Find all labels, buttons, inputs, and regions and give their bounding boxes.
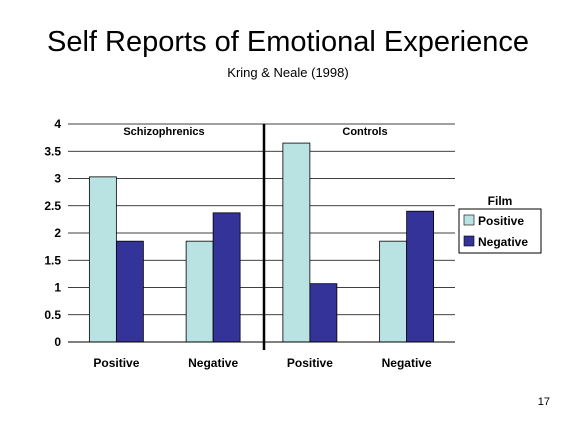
legend-title: Film: [488, 194, 513, 208]
legend: Film Positive Negative: [458, 194, 542, 254]
y-tick-label: 3: [54, 172, 61, 186]
bar-negative-4: [406, 210, 435, 343]
x-tick-label: Negative: [188, 356, 238, 370]
y-tick-labels: 0 0.5 1 1.5 2 2.5 3 3.5 4: [44, 117, 61, 349]
bar-positive-4: [379, 240, 408, 343]
y-tick-label: 0: [54, 335, 61, 349]
bar-positive-3: [282, 142, 311, 343]
slide-title: Self Reports of Emotional Experience: [47, 26, 529, 58]
x-tick-labels: Positive Negative Positive Negative: [93, 356, 432, 370]
slide-number: 17: [537, 396, 550, 408]
slide-subtitle: Kring & Neale (1998): [227, 65, 349, 80]
x-tick-label: Negative: [382, 356, 432, 370]
bars: [88, 142, 435, 343]
bar-negative-1: [115, 240, 144, 343]
y-tick-label: 0.5: [44, 308, 61, 322]
x-tick-label: Positive: [93, 356, 139, 370]
bar-negative-2: [212, 212, 241, 343]
legend-swatch-positive: [463, 214, 475, 226]
bar-negative-3: [309, 283, 338, 343]
x-tick-label: Positive: [287, 356, 333, 370]
legend-label-negative: Negative: [478, 235, 528, 249]
bar-positive-1: [88, 176, 117, 343]
y-tick-label: 1.5: [44, 253, 61, 267]
y-tick-label: 4: [54, 117, 61, 131]
legend-swatch-negative: [463, 235, 475, 247]
y-tick-label: 2.5: [44, 199, 61, 213]
y-tick-label: 3.5: [44, 144, 61, 158]
legend-label-positive: Positive: [478, 214, 524, 228]
y-tick-label: 1: [54, 281, 61, 295]
group-label-controls: Controls: [342, 126, 387, 138]
group-label-schizophrenics: Schizophrenics: [123, 126, 204, 138]
bar-positive-2: [185, 240, 214, 343]
y-tick-label: 2: [54, 226, 61, 240]
